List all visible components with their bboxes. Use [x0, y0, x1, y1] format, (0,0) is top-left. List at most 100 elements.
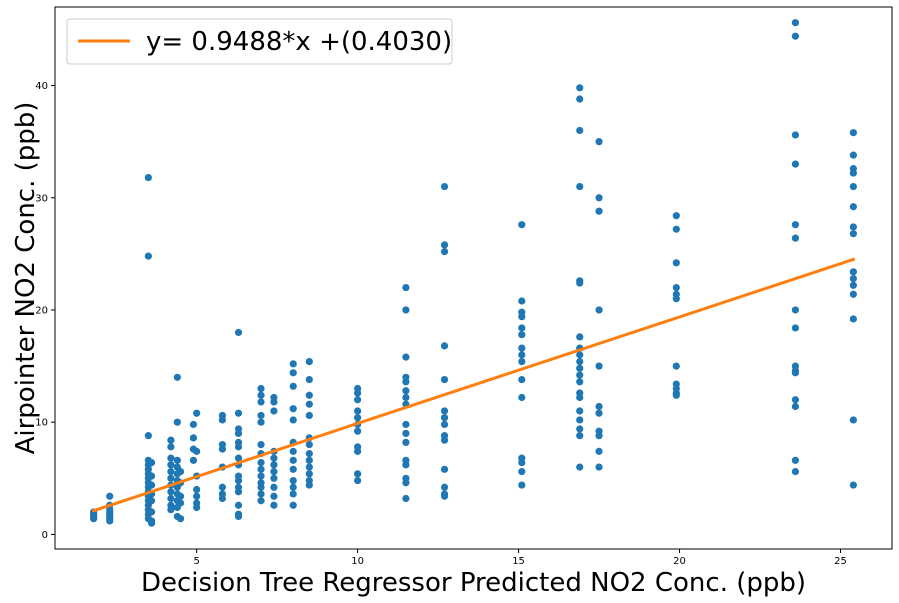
data-point-36 [147, 519, 156, 527]
data-point-137 [305, 375, 313, 384]
data-point-11 [106, 517, 114, 525]
data-point-228 [595, 306, 603, 314]
data-point-222 [576, 425, 584, 433]
data-point-76 [218, 416, 226, 424]
data-point-64 [189, 420, 198, 429]
data-point-176 [440, 182, 449, 191]
data-point-252 [791, 234, 800, 242]
data-point-227 [595, 207, 603, 215]
data-point-84 [234, 409, 243, 417]
data-point-111 [257, 497, 265, 505]
data-point-271 [849, 274, 857, 283]
data-point-47 [167, 506, 175, 514]
data-point-239 [672, 283, 680, 292]
data-point-265 [849, 169, 857, 177]
data-point-138 [305, 391, 313, 399]
data-point-105 [257, 458, 265, 467]
data-point-99 [257, 391, 265, 399]
data-point-88 [234, 443, 243, 451]
data-point-33 [147, 497, 156, 505]
data-point-182 [440, 414, 449, 422]
data-point-165 [402, 387, 410, 395]
data-point-223 [576, 432, 584, 440]
data-point-107 [257, 472, 265, 480]
data-point-202 [518, 458, 526, 467]
data-point-140 [305, 411, 313, 420]
data-point-61 [176, 492, 185, 500]
data-point-92 [234, 476, 243, 485]
data-point-113 [270, 398, 278, 406]
data-point-126 [289, 405, 297, 413]
data-point-178 [440, 248, 449, 256]
data-point-97 [234, 512, 243, 521]
data-point-34 [147, 508, 156, 516]
data-point-187 [440, 483, 449, 491]
data-point-195 [518, 331, 526, 339]
data-point-215 [576, 364, 584, 372]
data-point-161 [402, 306, 410, 314]
data-point-155 [354, 427, 362, 435]
data-point-199 [518, 375, 526, 384]
y-axis-ticks: 0 10 20 30 40 [35, 81, 55, 541]
x-tick-label-5: 5 [193, 556, 199, 567]
data-point-276 [849, 481, 857, 489]
legend-box [66, 18, 453, 65]
data-point-267 [849, 203, 857, 211]
data-point-190 [518, 221, 526, 229]
data-point-205 [576, 84, 584, 92]
data-point-69 [193, 447, 201, 455]
data-point-68 [193, 409, 201, 417]
data-point-48 [173, 373, 181, 381]
data-point-238 [672, 259, 680, 267]
data-point-211 [576, 333, 584, 341]
y-tick-label-30: 30 [35, 193, 48, 204]
data-point-101 [257, 411, 265, 420]
data-point-13 [144, 252, 152, 260]
data-point-214 [576, 358, 584, 366]
data-point-71 [193, 485, 201, 494]
data-point-63 [176, 515, 185, 523]
data-point-100 [257, 398, 265, 406]
data-point-172 [402, 461, 410, 469]
data-point-207 [576, 126, 584, 135]
data-point-102 [257, 418, 265, 426]
data-point-148 [305, 481, 313, 489]
data-point-29 [147, 458, 156, 467]
data-point-14 [144, 432, 152, 440]
data-point-129 [289, 447, 297, 455]
y-tick-label-20: 20 [35, 305, 48, 316]
x-axis-label: Decision Tree Regressor Predicted NO2 Co… [141, 568, 806, 598]
data-point-268 [849, 223, 857, 231]
data-point-273 [849, 290, 857, 298]
fit-line-layer [91, 257, 856, 513]
data-point-125 [289, 382, 297, 390]
data-point-220 [576, 407, 584, 415]
data-point-194 [518, 324, 526, 332]
data-point-241 [672, 295, 680, 303]
data-point-183 [440, 420, 449, 429]
data-point-133 [289, 483, 297, 491]
data-point-210 [576, 279, 584, 287]
data-point-213 [576, 351, 584, 359]
data-point-59 [176, 467, 185, 476]
data-point-123 [289, 360, 297, 368]
data-point-236 [672, 212, 680, 220]
data-point-134 [289, 490, 297, 498]
data-point-246 [672, 391, 680, 399]
data-point-259 [791, 402, 800, 411]
x-tick-label-15: 15 [512, 556, 525, 567]
data-point-40 [167, 461, 175, 469]
data-point-164 [402, 378, 410, 386]
data-point-159 [354, 476, 362, 485]
data-point-3 [90, 515, 98, 523]
data-point-80 [218, 483, 226, 491]
fit-line [91, 257, 856, 513]
data-point-72 [193, 492, 201, 500]
data-point-249 [791, 131, 800, 139]
data-point-139 [305, 400, 313, 408]
x-tick-label-10: 10 [351, 556, 364, 567]
data-point-235 [595, 463, 603, 471]
data-point-257 [791, 369, 800, 377]
data-point-144 [305, 456, 313, 464]
